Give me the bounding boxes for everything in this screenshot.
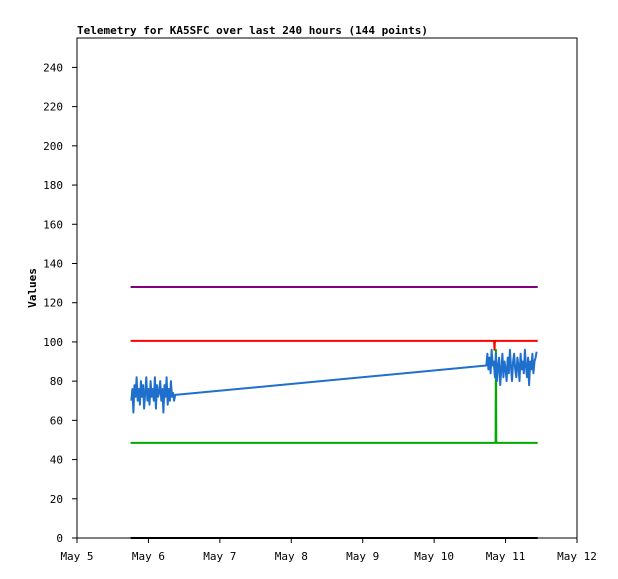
x-tick-label: May 5 bbox=[60, 550, 93, 563]
x-tick-label: May 7 bbox=[203, 550, 236, 563]
y-tick-label: 220 bbox=[43, 101, 63, 114]
x-tick-label: May 6 bbox=[132, 550, 165, 563]
x-axis: May 5 May 6 May 7 May 8 May 9 May 10 May 11 May… bbox=[60, 538, 597, 563]
x-tick-label: May 9 bbox=[346, 550, 379, 563]
y-tick-label: 100 bbox=[43, 336, 63, 349]
x-tick-label: May 8 bbox=[275, 550, 308, 563]
y-tick-label: 180 bbox=[43, 179, 63, 192]
y-tick-label: 160 bbox=[43, 218, 63, 231]
x-tick-label: May 12 bbox=[557, 550, 597, 563]
y-tick-label: 80 bbox=[50, 375, 63, 388]
x-tick-label: May 11 bbox=[486, 550, 526, 563]
series-line-2 bbox=[130, 339, 538, 351]
y-tick-label: 20 bbox=[50, 493, 63, 506]
series-layer bbox=[130, 286, 538, 539]
y-tick-label: 240 bbox=[43, 61, 63, 74]
y-axis-title: Values bbox=[26, 268, 39, 308]
chart-title: Telemetry for KA5SFC over last 240 hours… bbox=[77, 24, 428, 37]
x-tick-label: May 10 bbox=[414, 550, 454, 563]
y-tick-label: 140 bbox=[43, 257, 63, 270]
y-axis: 0 20 40 60 80 100 120 140 160 180 200 220 240 bbox=[43, 61, 77, 545]
y-tick-label: 60 bbox=[50, 414, 63, 427]
y-tick-label: 40 bbox=[50, 454, 63, 467]
y-tick-label: 200 bbox=[43, 140, 63, 153]
y-tick-label: 120 bbox=[43, 297, 63, 310]
series-line-4 bbox=[130, 348, 538, 414]
series-line-3 bbox=[130, 348, 538, 444]
y-tick-label: 0 bbox=[56, 532, 63, 545]
